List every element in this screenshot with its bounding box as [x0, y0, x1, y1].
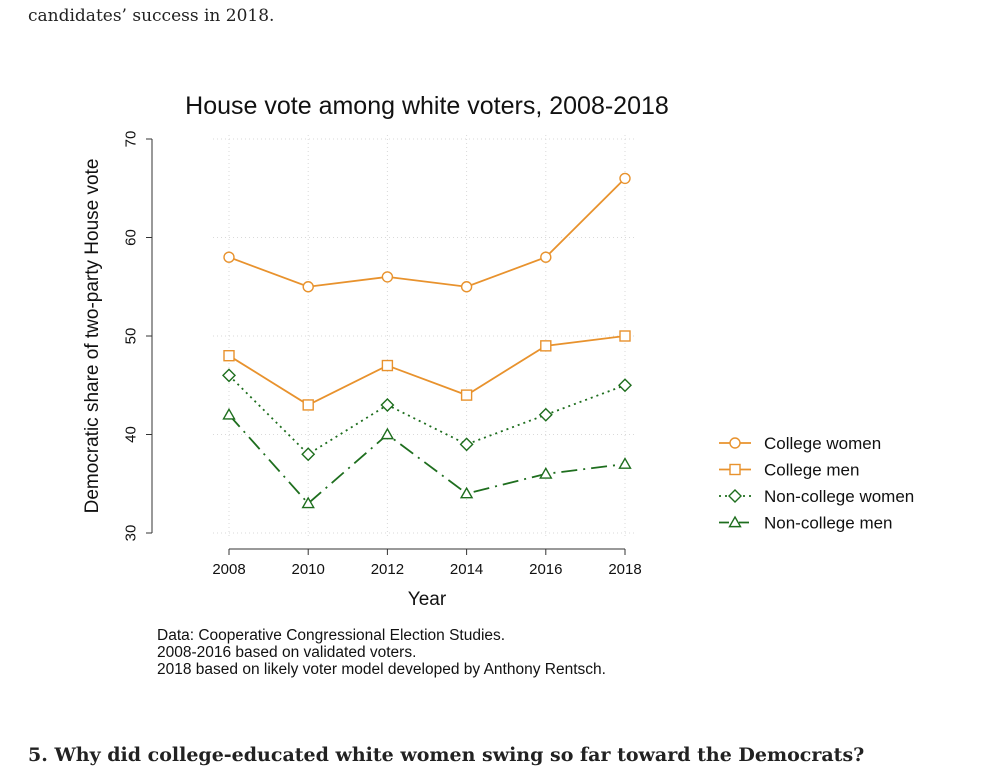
- data-point-non-college-men-2010: [301, 496, 315, 509]
- data-point-college-men-2008: [223, 350, 235, 362]
- line-chart: House vote among white voters, 2008-2018…: [82, 92, 914, 678]
- legend-label-non-college-women: Non-college women: [764, 487, 914, 506]
- series-non-college-women: [222, 368, 632, 462]
- x-tick-label: 2010: [292, 561, 325, 578]
- legend-item-college-women: College women: [719, 434, 881, 453]
- note-line-1: Data: Cooperative Congressional Election…: [157, 627, 505, 644]
- data-point-non-college-men-2008: [222, 407, 236, 420]
- grid: [213, 135, 637, 539]
- series-non-college-men: [222, 407, 632, 509]
- data-notes: Data: Cooperative Congressional Election…: [157, 627, 606, 678]
- ticks: 30 40 50 60 70 2008 2010 2012 2014 2016 2018: [123, 131, 642, 578]
- data-point-non-college-women-2010: [301, 447, 316, 462]
- x-tick-label: 2008: [212, 561, 245, 578]
- x-tick-label: 2014: [450, 561, 483, 578]
- note-line-2: 2008-2016 based on validated voters.: [157, 644, 416, 661]
- data-point-college-men-2016: [540, 340, 552, 352]
- legend-label-college-women: College women: [764, 434, 881, 453]
- data-point-college-men-2010: [302, 399, 314, 411]
- data-point-college-men-2018: [619, 330, 631, 342]
- x-tick-label: 2016: [529, 561, 562, 578]
- legend: College women College men Non-college wome…: [719, 434, 914, 533]
- data-point-college-men-2012: [381, 359, 394, 372]
- series-line-college-men: [228, 335, 626, 406]
- data-point-college-women-2012: [381, 271, 394, 283]
- series-line-non-college-men: [228, 414, 626, 505]
- legend-marker-college-women: [729, 437, 741, 449]
- x-axis-label: Year: [408, 589, 447, 610]
- series-line-college-women: [228, 177, 626, 288]
- data-point-non-college-women-2012: [380, 397, 395, 412]
- note-line-3: 2018 based on likely voter model develop…: [157, 661, 606, 678]
- data-point-college-women-2016: [540, 251, 552, 263]
- series-line-non-college-women: [228, 374, 626, 456]
- data-point-non-college-women-2018: [618, 378, 632, 393]
- y-tick-label: 70: [123, 131, 140, 148]
- y-tick-label: 60: [123, 229, 140, 246]
- y-tick-label: 40: [123, 426, 140, 443]
- legend-marker-college-men: [729, 463, 741, 476]
- legend-item-non-college-men: Non-college men: [719, 514, 893, 533]
- series-college-women: [223, 172, 631, 293]
- legend-marker-non-college-men: [728, 515, 742, 528]
- legend-item-college-men: College men: [719, 461, 859, 480]
- y-tick-label: 30: [123, 525, 140, 542]
- data-point-college-women-2010: [302, 281, 314, 293]
- legend-item-non-college-women: Non-college women: [719, 487, 914, 506]
- series-group: [222, 172, 632, 509]
- legend-label-non-college-men: Non-college men: [764, 514, 893, 533]
- legend-label-college-men: College men: [764, 461, 859, 480]
- intro-text: candidates’ success in 2018.: [28, 6, 275, 26]
- x-tick-label: 2012: [371, 561, 404, 578]
- data-point-non-college-men-2012: [380, 427, 395, 440]
- data-point-non-college-men-2018: [618, 457, 632, 469]
- data-point-college-women-2014: [460, 281, 473, 293]
- series-college-men: [223, 330, 631, 411]
- data-point-non-college-men-2014: [459, 486, 474, 499]
- data-point-non-college-women-2014: [459, 437, 474, 452]
- y-tick-label: 50: [123, 328, 140, 345]
- section-heading: 5. Why did college-educated white women …: [28, 744, 865, 766]
- data-point-college-women-2018: [619, 172, 631, 185]
- x-tick-label: 2018: [608, 561, 641, 578]
- data-point-non-college-women-2008: [222, 368, 236, 383]
- data-point-college-women-2008: [223, 251, 235, 263]
- data-point-non-college-women-2016: [538, 407, 553, 422]
- legend-marker-non-college-women: [728, 489, 742, 503]
- data-point-college-men-2014: [460, 389, 473, 401]
- y-axis-label: Democratic share of two-party House vote: [82, 159, 103, 514]
- data-point-non-college-men-2016: [539, 466, 553, 479]
- chart-title: House vote among white voters, 2008-2018: [185, 92, 669, 120]
